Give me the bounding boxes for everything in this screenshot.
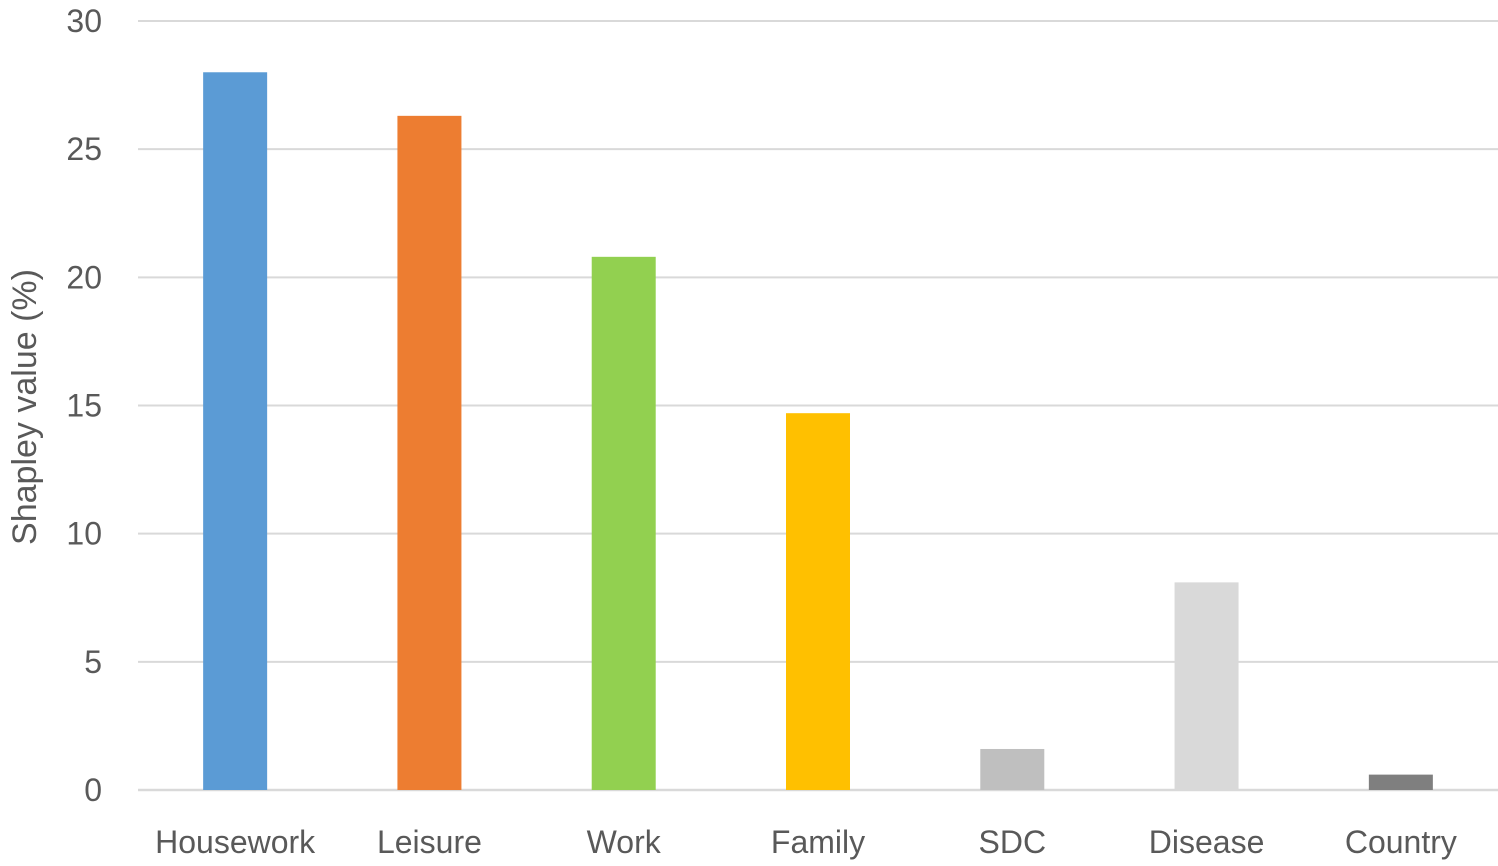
x-tick-label: Leisure — [377, 824, 482, 860]
x-tick-label: Family — [771, 824, 865, 860]
y-tick-label: 5 — [84, 644, 102, 680]
x-axis-ticks: Housework Leisure Work Family SDC Disease Coun… — [155, 824, 1457, 860]
x-tick-label: Country — [1345, 824, 1457, 860]
bar-work — [591, 256, 656, 790]
bar-family — [786, 413, 850, 790]
x-tick-label: Work — [587, 824, 662, 860]
y-tick-label: 20 — [66, 259, 102, 295]
y-axis-ticks: 0 5 10 15 20 25 30 — [66, 3, 102, 808]
gridlines — [138, 20, 1498, 792]
y-tick-label: 0 — [84, 772, 102, 808]
y-tick-label: 15 — [66, 388, 102, 424]
y-tick-label: 30 — [66, 3, 102, 39]
x-tick-label: Housework — [155, 824, 316, 860]
y-axis-title: Shapley value (%) — [6, 269, 44, 545]
bar-housework — [203, 72, 268, 791]
bar-country — [1368, 774, 1433, 790]
x-tick-label: SDC — [979, 824, 1047, 860]
bar-sdc — [980, 748, 1045, 790]
y-tick-label: 10 — [66, 516, 102, 552]
y-tick-label: 25 — [66, 131, 102, 167]
bar-disease — [1174, 582, 1239, 790]
x-tick-label: Disease — [1149, 824, 1265, 860]
bars — [203, 72, 1433, 791]
bar-leisure — [397, 115, 462, 791]
